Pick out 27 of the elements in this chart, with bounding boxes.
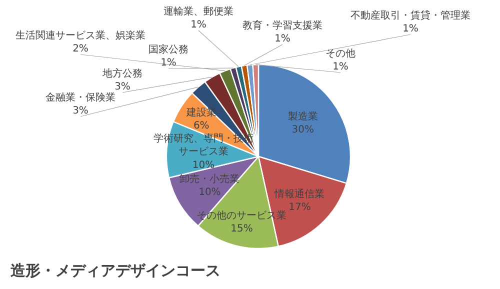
data-label: 3% (72, 106, 88, 117)
data-label: 2% (72, 44, 88, 55)
data-label: 1% (274, 34, 290, 45)
data-label: 17% (288, 202, 311, 214)
data-label: 10% (198, 187, 221, 198)
slice-label: その他のサービス業 (196, 209, 287, 222)
text: 造形・メディアデザインコース (10, 262, 220, 280)
slice-label: 運輸業、郵便業 (164, 6, 234, 18)
data-label: 1% (160, 58, 176, 69)
slice-label: 生活関連サービス業、娯楽業 (16, 30, 146, 42)
data-label: 1% (332, 62, 348, 73)
slice-label: 地方公務 (102, 68, 142, 80)
data-label: 6% (193, 120, 210, 132)
data-label: 1% (402, 24, 418, 35)
data-label: 10% (192, 160, 215, 171)
slice-label: 金融業・保険業 (46, 92, 116, 104)
slice-label: 国家公務 (148, 44, 188, 56)
data-label: 30% (292, 124, 314, 136)
slice-label: 情報通信業 (274, 188, 325, 200)
slice-label: 教育・学習支援業 (242, 20, 322, 32)
slice-label: 不動産取引・賃貸・管理業 (350, 10, 470, 22)
slice-label: 卸売・小売業 (180, 172, 240, 185)
data-label: 3% (114, 82, 130, 93)
slice-label: 製造業 (288, 110, 318, 123)
slice-label: その他 (326, 48, 356, 60)
data-label: 15% (230, 224, 253, 235)
data-label: 1% (190, 20, 206, 31)
